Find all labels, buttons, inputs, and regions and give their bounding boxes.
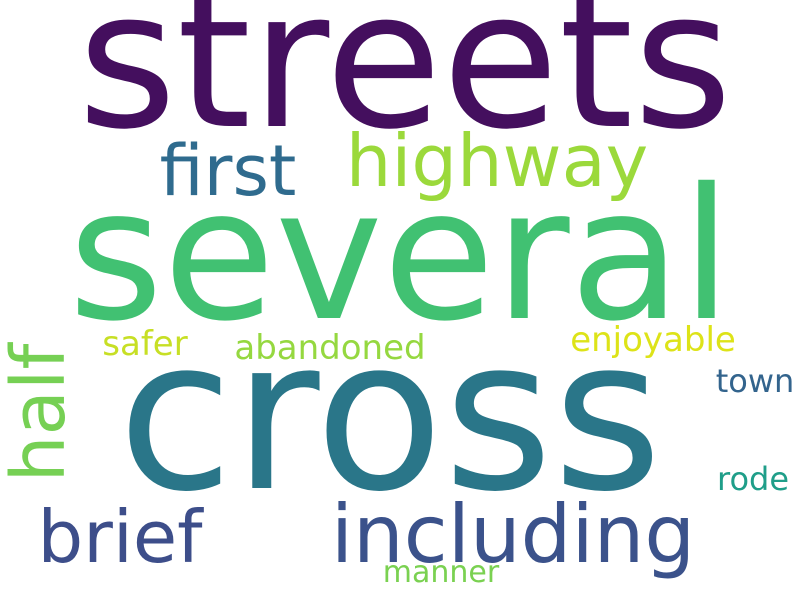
word-several: several	[68, 149, 731, 361]
word-cross: cross	[118, 293, 662, 538]
word-enjoyable: enjoyable	[570, 320, 736, 360]
word-rode: rode	[717, 460, 789, 498]
word-streets: streets	[78, 0, 733, 171]
word-safer: safer	[102, 324, 187, 364]
word-half: half	[0, 342, 82, 483]
word-town: town	[716, 362, 795, 400]
word-including: including	[331, 488, 695, 581]
word-brief: brief	[38, 495, 205, 579]
word-abandoned: abandoned	[234, 328, 425, 368]
word-first: first	[160, 130, 297, 212]
word-manner: manner	[383, 555, 500, 590]
word-highway: highway	[346, 119, 649, 203]
